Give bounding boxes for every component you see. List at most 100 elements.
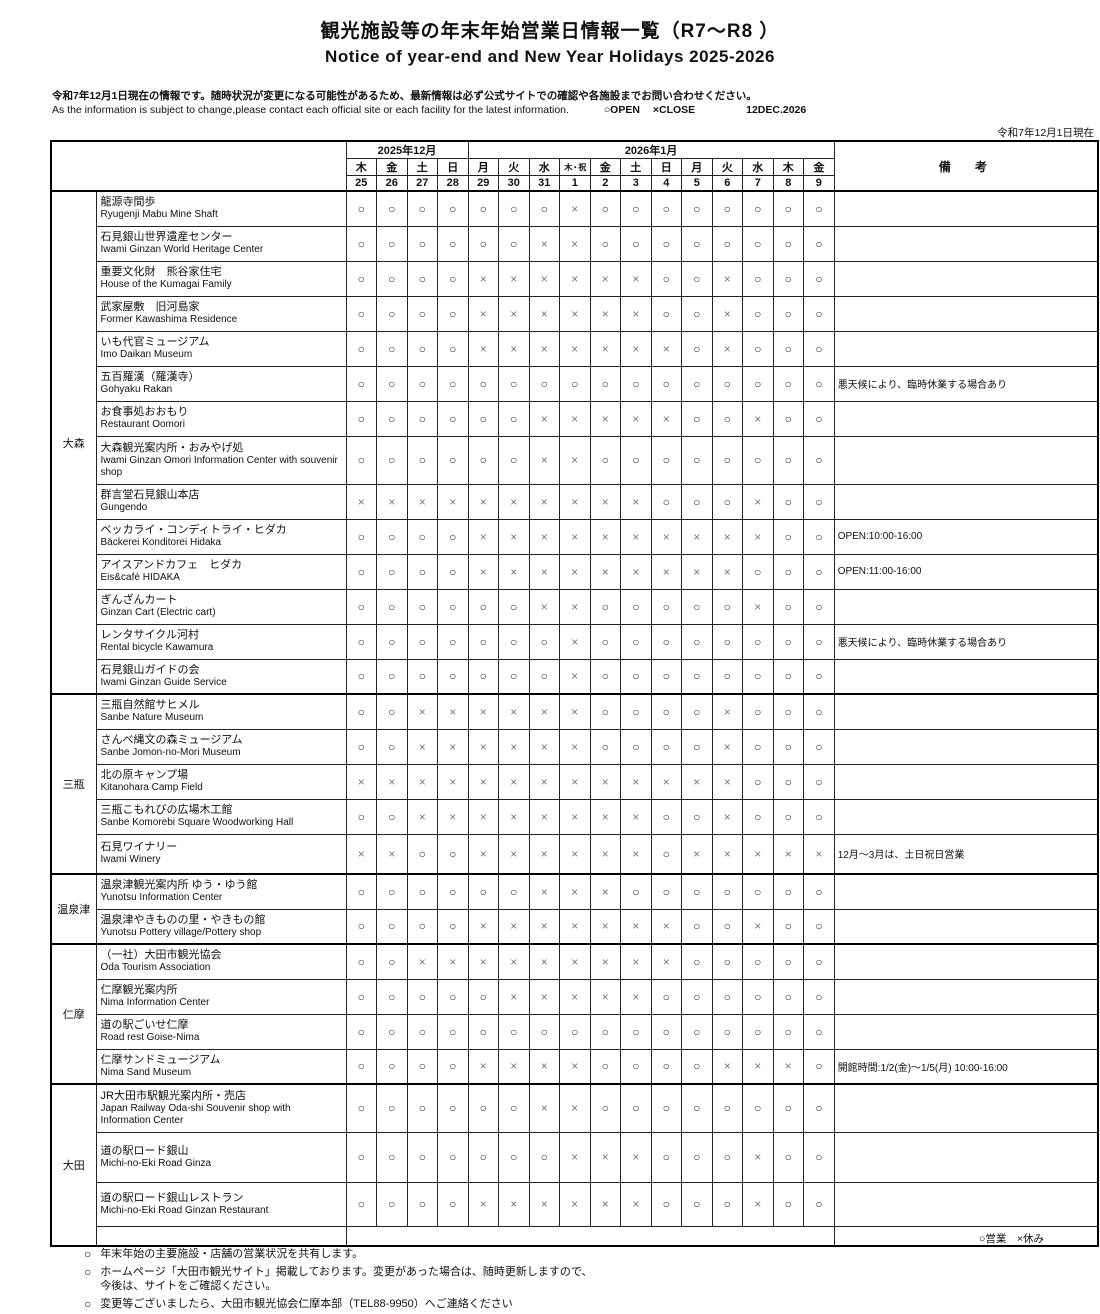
remark-cell: [833, 943, 1099, 980]
facility-name-cell: JR大田市駅観光案内所・売店 Japan Railway Oda-shi Souv…: [95, 1083, 347, 1133]
facility-name-en: Nima Information Center: [100, 997, 210, 1008]
mark-cell: ×: [620, 908, 652, 945]
facility-row: ぎんざんカート Ginzan Cart (Electric cart) ○ ○ ○ ○ ○ ○…: [51, 588, 1099, 625]
facility-row: アイスアンドカフェ ヒダカ Eis&café HIDAKA ○ ○ ○ ○ × × × × × × × ×…: [51, 553, 1099, 590]
mark-cell: ○: [437, 518, 469, 555]
mark-cell: ○: [467, 1083, 500, 1133]
mark-cell: ○: [772, 658, 805, 695]
mark-cell: ○: [803, 295, 835, 332]
date-cell: 6: [711, 175, 744, 192]
mark-cell: ○: [345, 908, 377, 945]
mark-cell: ○: [711, 225, 744, 262]
facility-row: 道の駅ロード銀山 Michi-no-Eki Road Ginza ○ ○ ○ ○ ○ ○ ○ × ×…: [51, 1131, 1099, 1183]
mark-cell: ○: [772, 1131, 805, 1183]
mark-cell: ×: [345, 483, 377, 520]
mark-cell: ○: [742, 295, 774, 332]
mark-cell: ○: [498, 873, 530, 910]
mark-cell: ×: [559, 798, 591, 835]
mark-cell: ○: [345, 1013, 377, 1050]
mark-cell: ○: [437, 873, 469, 910]
mark-cell: ×: [742, 1048, 774, 1085]
mark-cell: ○: [681, 483, 713, 520]
remark-cell: OPEN:11:00-16:00: [833, 553, 1099, 590]
facility-row: さんべ縄文の森ミュージアム Sanbe Jomon-no-Mori Museum ○…: [51, 728, 1099, 765]
group-label: 温泉津: [50, 873, 97, 945]
date-cell: 2: [589, 175, 622, 192]
mark-cell: ○: [376, 1181, 408, 1227]
note-english: As the information is subject to change,…: [52, 104, 569, 116]
facility-name-cell: ぎんざんカート Ginzan Cart (Electric cart): [95, 588, 347, 625]
mark-cell: ×: [559, 623, 591, 660]
remark-cell: [833, 483, 1099, 520]
remark-cell: [833, 295, 1099, 332]
mark-cell: ×: [650, 518, 683, 555]
mark-cell: ○: [376, 260, 408, 297]
date-cell: 9: [803, 175, 835, 192]
mark-cell: ○: [742, 623, 774, 660]
mark-cell: ×: [681, 553, 713, 590]
mark-cell: ×: [528, 225, 561, 262]
weekday-cell: 水: [528, 158, 561, 176]
facility-name-cell: 三瓶こもれびの広場木工館 Sanbe Komorebi Square Woodwo…: [95, 798, 347, 835]
remark-cell: 12月～3月は、土日祝日営業: [833, 833, 1099, 875]
mark-cell: ○: [803, 553, 835, 590]
mark-cell: ×: [620, 295, 652, 332]
mark-cell: ×: [498, 798, 530, 835]
facility-name-en: Iwami Ginzan Guide Service: [100, 676, 227, 688]
mark-cell: ×: [345, 763, 377, 800]
mark-cell: ○: [406, 435, 438, 485]
date-cell: 31: [528, 175, 561, 192]
mark-cell: ○: [528, 623, 561, 660]
mark-cell: ×: [650, 908, 683, 945]
facility-name-en: Rental bicycle Kawamura: [100, 642, 214, 653]
mark-cell: ×: [406, 483, 438, 520]
mark-cell: ○: [772, 553, 805, 590]
mark-cell: ○: [376, 1013, 408, 1050]
mark-cell: ×: [559, 658, 591, 695]
mark-cell: ○: [376, 518, 408, 555]
mark-cell: ×: [437, 943, 469, 980]
mark-cell: ○: [528, 365, 561, 402]
mark-cell: ○: [376, 295, 408, 332]
mark-cell: ×: [589, 1181, 622, 1227]
mark-cell: ○: [772, 1083, 805, 1133]
mark-cell: ○: [437, 365, 469, 402]
facility-name-cell: 群言堂石見銀山本店 Gungendo: [95, 483, 347, 520]
mark-cell: ○: [498, 623, 530, 660]
facility-name-cell: 道の駅ごいせ仁摩 Road rest Goise-Nima: [95, 1013, 347, 1050]
mark-cell: ×: [467, 798, 500, 835]
weekday-cell: 木: [345, 158, 377, 176]
mark-cell: ×: [498, 330, 530, 367]
date-cell: 5: [681, 175, 713, 192]
mark-cell: ○: [803, 588, 835, 625]
circle-bullet-icon: ○: [84, 1247, 92, 1261]
facility-name-cell: アイスアンドカフェ ヒダカ Eis&café HIDAKA: [95, 553, 347, 590]
mark-cell: ○: [742, 1013, 774, 1050]
mark-cell: ○: [742, 260, 774, 297]
mark-cell: ○: [650, 365, 683, 402]
facility-name-en: Bäckerei Konditorei Hidaka: [100, 537, 222, 548]
mark-cell: ○: [589, 588, 622, 625]
mark-cell: ×: [620, 798, 652, 835]
mark-cell: ○: [376, 693, 408, 730]
mark-cell: ○: [406, 518, 438, 555]
mark-cell: ○: [711, 588, 744, 625]
weekday-cell: 金: [803, 158, 835, 176]
mark-cell: ○: [650, 435, 683, 485]
mark-cell: ×: [589, 833, 622, 875]
mark-cell: ○: [742, 943, 774, 980]
mark-cell: ○: [376, 798, 408, 835]
facility-name-en: Restaurant Oomori: [100, 419, 185, 430]
mark-cell: ○: [803, 190, 835, 227]
mark-cell: ×: [620, 553, 652, 590]
remark-cell: [833, 1181, 1099, 1227]
mark-cell: ×: [498, 908, 530, 945]
date-cell: 28: [437, 175, 469, 192]
facility-name-jp: 五百羅漢（羅漢寺）: [100, 371, 200, 383]
footer-notes: ○ 年末年始の主要施設・店舗の営業状況を共有します。 ○ ホームページ「大田市観光サイ…: [84, 1247, 1044, 1314]
mark-cell: ○: [803, 693, 835, 730]
mark-cell: ×: [650, 400, 683, 437]
mark-cell: ○: [406, 908, 438, 945]
mark-cell: ○: [742, 873, 774, 910]
facility-name-en: Eis&café HIDAKA: [100, 572, 180, 583]
